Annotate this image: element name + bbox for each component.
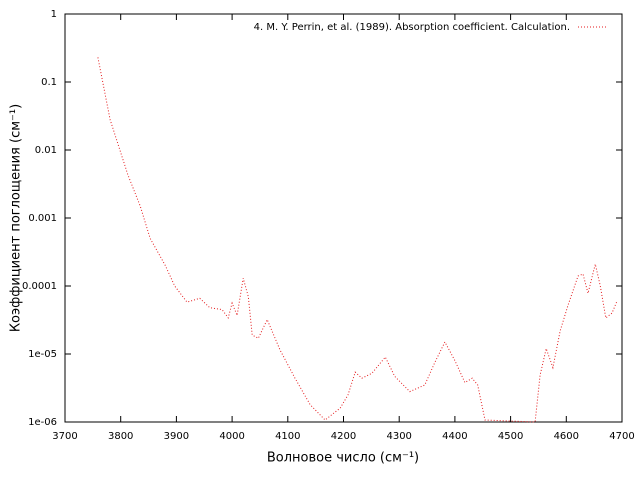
x-tick-label: 4300 xyxy=(386,431,411,442)
x-tick-label: 4100 xyxy=(275,431,300,442)
data-line xyxy=(97,57,618,423)
y-tick-label: 0.0001 xyxy=(22,281,57,292)
x-tick-label: 4600 xyxy=(554,431,579,442)
x-tick-label: 4200 xyxy=(331,431,356,442)
y-tick-label: 0.1 xyxy=(41,77,57,88)
x-tick-label: 3800 xyxy=(108,431,133,442)
x-tick-label: 3700 xyxy=(52,431,77,442)
y-tick-label: 1e-05 xyxy=(28,349,57,360)
y-tick-label: 1e-06 xyxy=(28,417,57,428)
x-axis-label: Волновое число (см⁻¹) xyxy=(267,451,419,466)
x-tick-label: 4000 xyxy=(219,431,244,442)
x-tick-label: 3900 xyxy=(164,431,189,442)
y-tick-label: 0.001 xyxy=(28,213,57,224)
y-axis-label: Коэффициент поглощения (см⁻¹) xyxy=(9,104,24,332)
x-tick-label: 4700 xyxy=(609,431,634,442)
legend-label: 4. M. Y. Perrin, et al. (1989). Absorpti… xyxy=(254,22,570,33)
y-tick-label: 0.01 xyxy=(35,145,57,156)
y-tick-label: 1 xyxy=(51,9,57,20)
x-tick-label: 4500 xyxy=(498,431,523,442)
plot-frame xyxy=(64,13,623,423)
x-tick-label: 4400 xyxy=(442,431,467,442)
